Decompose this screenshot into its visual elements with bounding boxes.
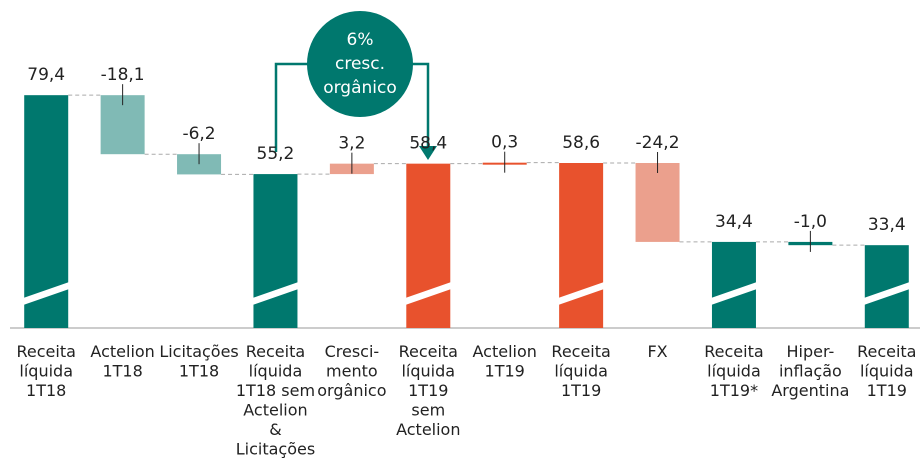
x-tick-line: 1T18 bbox=[179, 361, 219, 380]
x-tick-line: 1T18 sem bbox=[236, 381, 315, 400]
x-tick-line: líquida bbox=[554, 361, 608, 380]
value-label: 0,3 bbox=[491, 133, 518, 153]
annotation-circle bbox=[307, 11, 413, 117]
x-tick-line: 1T19* bbox=[710, 381, 758, 400]
x-tick-line: Actelion bbox=[396, 420, 460, 439]
x-tick-line: mento bbox=[326, 361, 378, 380]
x-tick-line: inflação bbox=[779, 361, 842, 380]
x-tick-line: Actelion bbox=[90, 342, 154, 361]
bar bbox=[253, 174, 298, 328]
x-tick-label: Receita líquida 1T18 bbox=[17, 342, 76, 400]
x-tick-label: Actelion 1T18 bbox=[90, 342, 154, 381]
value-label: 34,4 bbox=[715, 212, 753, 232]
axis-break bbox=[863, 282, 910, 305]
bar bbox=[635, 163, 680, 242]
x-tick-line: 1T18 bbox=[102, 361, 142, 380]
x-tick-line: líquida bbox=[860, 361, 914, 380]
x-tick-line: Licitações bbox=[236, 439, 315, 458]
x-tick-label: Receita líquida 1T19 sem Actelion bbox=[396, 342, 460, 439]
x-tick-line: FX bbox=[647, 342, 667, 361]
x-tick-line: & bbox=[269, 420, 281, 439]
bar bbox=[406, 163, 451, 328]
x-tick-line: 1T19 bbox=[561, 381, 601, 400]
x-tick-line: Receita bbox=[17, 342, 76, 361]
x-tick-label: Licitações 1T18 bbox=[159, 342, 238, 381]
value-label: 55,2 bbox=[257, 144, 295, 164]
value-label: -24,2 bbox=[636, 133, 680, 153]
x-tick-line: Cresci- bbox=[325, 342, 380, 361]
axis-break bbox=[405, 282, 452, 305]
value-label: -6,2 bbox=[182, 124, 215, 144]
x-tick-line: Argentina bbox=[771, 381, 849, 400]
axis-break bbox=[252, 282, 299, 305]
value-label: 58,4 bbox=[409, 134, 447, 154]
axis-break bbox=[558, 282, 605, 305]
x-tick-line: Receita bbox=[551, 342, 610, 361]
x-tick-line: 1T19 bbox=[867, 381, 907, 400]
x-tick-line: Receita bbox=[399, 342, 458, 361]
x-tick-line: 1T18 bbox=[26, 381, 66, 400]
x-tick-label: Receita líquida 1T19 bbox=[551, 342, 610, 400]
x-tick-label: Hiper-inflação Argentina bbox=[771, 342, 849, 400]
x-tick-label: FX bbox=[647, 342, 667, 361]
value-label: 58,6 bbox=[562, 133, 600, 153]
annotation: 6% bbox=[347, 30, 374, 50]
x-tick-line: líquida bbox=[707, 361, 761, 380]
x-tick-line: líquida bbox=[19, 361, 73, 380]
x-tick-line: Actelion bbox=[243, 400, 307, 419]
x-tick-label: Receita líquida 1T19 bbox=[857, 342, 916, 400]
bar bbox=[177, 154, 222, 175]
x-tick-line: orgânico bbox=[317, 381, 386, 400]
x-tick-line: líquida bbox=[401, 361, 455, 380]
x-tick-line: Receita bbox=[704, 342, 763, 361]
value-label: 3,2 bbox=[338, 134, 365, 154]
x-tick-line: sem bbox=[411, 400, 445, 419]
x-tick-label: Receita líquida 1T19* bbox=[704, 342, 763, 400]
x-tick-line: Receita bbox=[246, 342, 305, 361]
x-tick-line: líquida bbox=[249, 361, 303, 380]
x-tick-label: Receita líquida 1T18 sem Actelion & Licitaçõe… bbox=[236, 342, 315, 459]
axis-break bbox=[710, 282, 757, 305]
value-label: 79,4 bbox=[27, 65, 65, 85]
x-tick-line: 1T19 bbox=[485, 361, 525, 380]
x-tick-line: Receita bbox=[857, 342, 916, 361]
x-tick-line: Actelion bbox=[473, 342, 537, 361]
bar bbox=[559, 163, 604, 328]
annotation: orgânico bbox=[323, 78, 397, 98]
value-label: -18,1 bbox=[101, 65, 145, 85]
x-tick-line: Hiper- bbox=[786, 342, 834, 361]
arrow-head bbox=[419, 146, 437, 160]
x-tick-line: Licitações bbox=[159, 342, 238, 361]
value-label: 33,4 bbox=[868, 215, 906, 235]
x-tick-label: Cresci-mento orgânico bbox=[317, 342, 386, 400]
x-tick-label: Actelion 1T19 bbox=[473, 342, 537, 381]
x-tick-line: 1T19 bbox=[408, 381, 448, 400]
axis-break bbox=[23, 282, 70, 305]
value-label: -1,0 bbox=[794, 212, 827, 232]
annotation: cresc. bbox=[335, 54, 385, 74]
